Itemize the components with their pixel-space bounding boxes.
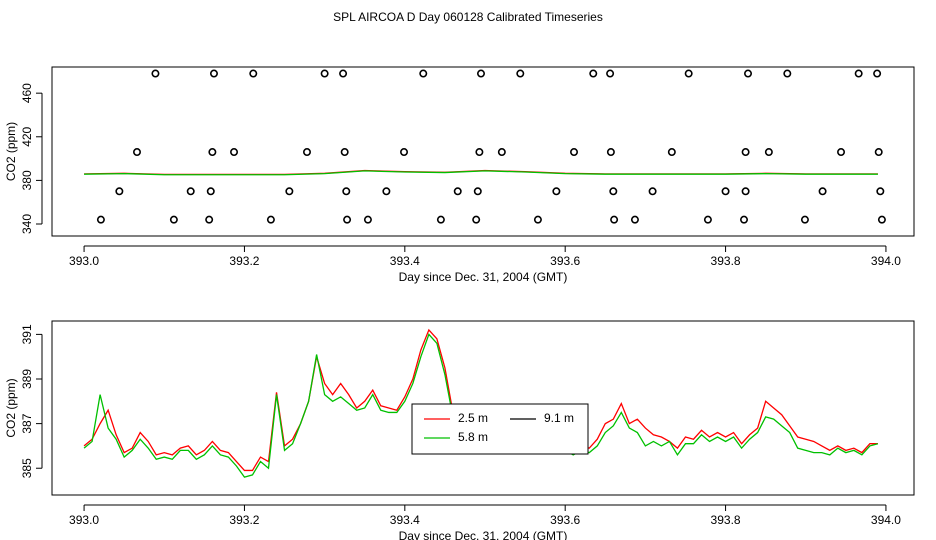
data-point [363,215,372,224]
data-point [818,187,827,196]
x-tick-label: 393.2 [229,513,259,527]
x-tick-label: 393.4 [390,254,420,268]
data-point [609,187,618,196]
x-tick-label: 393.2 [229,254,259,268]
data-point [497,148,506,157]
legend-box [411,403,589,455]
data-point [115,187,124,196]
x-tick-label: 393.0 [69,254,99,268]
y-tick-label: 385 [20,458,34,478]
data-point [667,148,676,157]
data-point [764,148,773,157]
y-axis-title: CO2 (ppm) [4,122,18,181]
x-axis-title: Day since Dec. 31, 2004 (GMT) [399,270,568,284]
data-point [873,69,882,78]
data-point [230,148,239,157]
data-point [589,69,598,78]
data-point [169,215,178,224]
data-point [342,187,351,196]
x-tick-label: 393.6 [550,254,580,268]
data-point [741,148,750,157]
data-point [266,215,275,224]
data-point [419,69,428,78]
x-tick-label: 393.8 [711,513,741,527]
y-tick-label: 460 [20,83,34,103]
data-point [570,148,579,157]
data-point [606,148,615,157]
series-line [84,170,878,176]
y-tick-label: 391 [20,324,34,344]
data-point [533,215,542,224]
data-point [285,187,294,196]
y-tick-label: 387 [20,413,34,433]
x-tick-label: 393.8 [711,254,741,268]
data-point [610,215,619,224]
x-tick-label: 394.0 [871,254,901,268]
data-point [339,69,348,78]
data-point [209,69,218,78]
data-point [721,187,730,196]
data-point [741,187,750,196]
plot-frame [51,66,915,237]
data-point [837,148,846,157]
data-point [382,187,391,196]
data-point [684,69,693,78]
data-point [436,215,445,224]
data-point [783,69,792,78]
legend-label: 5.8 m [458,430,488,444]
data-point [96,215,105,224]
x-tick-label: 394.0 [871,513,901,527]
data-point [854,69,863,78]
data-point [151,69,160,78]
x-axis-title: Day since Dec. 31, 2004 (GMT) [399,529,568,540]
data-point [744,69,753,78]
data-point [874,148,883,157]
x-tick-label: 393.4 [390,513,420,527]
data-point [206,187,215,196]
data-point [132,148,141,157]
data-point [648,187,657,196]
data-point [320,69,329,78]
legend-label: 9.1 m [544,411,574,425]
y-tick-label: 420 [20,126,34,146]
data-point [186,187,195,196]
data-point [877,215,886,224]
data-point [630,215,639,224]
data-point [249,69,258,78]
data-point [552,187,561,196]
data-point [302,148,311,157]
data-point [876,187,885,196]
y-tick-label: 340 [20,214,34,234]
data-point [208,148,217,157]
data-point [453,187,462,196]
figure-title: SPL AIRCOA D Day 060128 Calibrated Times… [333,10,603,24]
data-point [472,215,481,224]
y-axis-title: CO2 (ppm) [4,378,18,437]
data-point [343,215,352,224]
x-tick-label: 393.6 [550,513,580,527]
data-point [400,148,409,157]
data-point [205,215,214,224]
data-point [475,148,484,157]
data-point [800,215,809,224]
data-point [606,69,615,78]
data-point [340,148,349,157]
y-tick-label: 380 [20,170,34,190]
y-tick-label: 389 [20,369,34,389]
data-point [473,187,482,196]
data-point [516,69,525,78]
plot-frame [51,320,915,496]
legend-label: 2.5 m [458,411,488,425]
data-point [740,215,749,224]
x-tick-label: 393.0 [69,513,99,527]
data-point [476,69,485,78]
data-point [703,215,712,224]
